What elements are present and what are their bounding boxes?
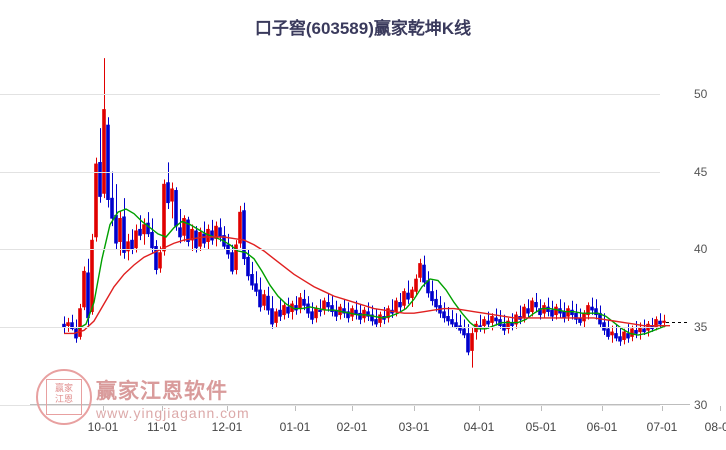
y-axis-tick-label: 40 [694,242,708,257]
x-axis-tick [103,406,104,411]
x-axis-tick [352,406,353,411]
x-axis-tick-label: 11-01 [147,420,177,434]
x-axis-tick-label: 02-01 [336,420,368,434]
candlestick-svg [62,58,690,368]
x-axis-line [30,404,690,405]
x-axis-tick-label: 03-01 [398,420,430,434]
x-axis-tick [227,406,228,411]
x-axis-tick-label: 06-01 [586,420,618,434]
x-axis-tick [541,406,542,411]
gridline [0,405,660,406]
x-axis-tick [162,406,163,411]
x-axis-tick [720,406,721,411]
x-axis-tick [295,406,296,411]
x-axis-tick [602,406,603,411]
gridline [0,171,660,173]
gridline [0,93,660,95]
gridline [0,327,660,329]
gridline [0,249,660,251]
x-axis-tick-label: 10-01 [87,420,119,434]
x-axis-tick [479,406,480,411]
chart-plot-area [30,55,690,405]
x-axis-tick [662,406,663,411]
y-axis-tick-label: 50 [694,86,708,101]
x-axis-tick [414,406,415,411]
x-axis-tick-label: 12-01 [211,420,243,434]
chart-title: 口子窖(603589)赢家乾坤K线 [254,19,472,38]
y-axis-tick-label: 30 [694,398,708,412]
x-axis-tick-label: 07-01 [646,420,678,434]
x-axis-tick-label: 04-01 [463,420,495,434]
x-axis-tick-label: 01-01 [279,420,311,434]
x-axis-tick-label: 08-01 [704,420,726,434]
y-axis-tick-label: 35 [694,320,708,335]
y-axis-tick-label: 45 [694,164,708,179]
x-axis-tick-label: 05-01 [525,420,557,434]
